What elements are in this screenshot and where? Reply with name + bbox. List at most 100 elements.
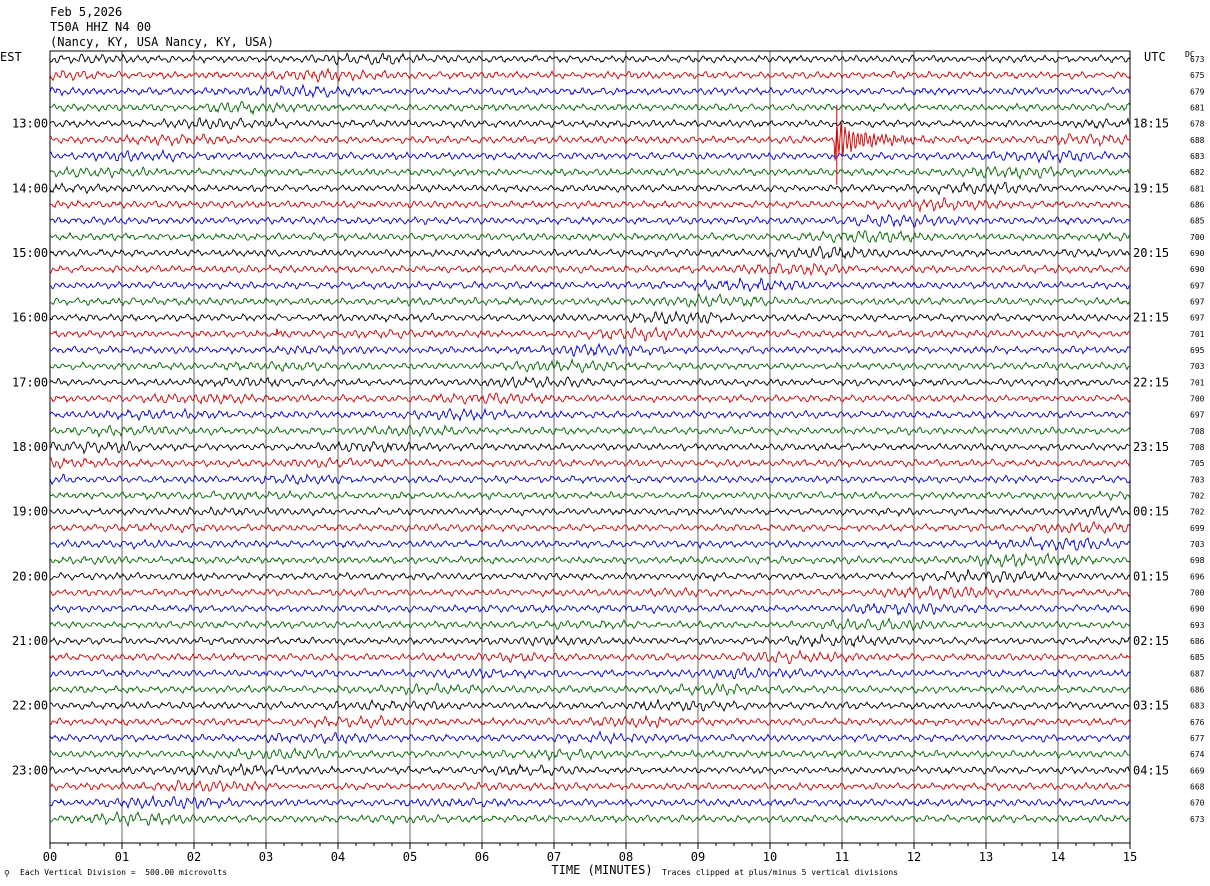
dc-offset-label: 685 (1190, 217, 1205, 226)
left-hour-label: 16:00 (12, 311, 48, 325)
x-tick-label: 10 (763, 850, 777, 864)
dc-offset-label: 686 (1190, 637, 1205, 646)
dc-offset-label: 700 (1190, 395, 1205, 404)
left-hour-label: 18:00 (12, 440, 48, 454)
dc-offset-label: 705 (1190, 459, 1205, 468)
dc-offset-label: 697 (1190, 314, 1205, 323)
seismic-trace (49, 649, 1131, 664)
seismic-trace (49, 424, 1131, 439)
right-hour-label: 00:15 (1133, 505, 1169, 519)
seismic-trace (49, 810, 1131, 828)
seismic-trace (49, 293, 1131, 308)
seismic-trace (49, 229, 1131, 244)
x-tick-label: 13 (979, 850, 993, 864)
left-hour-label: 21:00 (12, 634, 48, 648)
right-hour-label: 04:15 (1133, 763, 1169, 777)
x-tick-label: 00 (43, 850, 57, 864)
seismic-trace (49, 342, 1131, 358)
dc-offset-label: 690 (1190, 605, 1205, 614)
dc-offset-label: 683 (1190, 702, 1205, 711)
seismic-trace (49, 633, 1131, 649)
dc-header-label: DC (1185, 50, 1195, 59)
left-hour-label: 15:00 (12, 246, 48, 260)
x-tick-label: 03 (259, 850, 273, 864)
left-hour-label: 22:00 (12, 699, 48, 713)
seismic-trace (49, 213, 1131, 229)
dc-offset-label: 686 (1190, 201, 1205, 210)
seismic-trace (49, 52, 1131, 66)
right-hour-label: 03:15 (1133, 699, 1169, 713)
seismic-trace (49, 165, 1131, 180)
dc-offset-label: 695 (1190, 346, 1205, 355)
dc-offset-label: 690 (1190, 249, 1205, 258)
seismic-trace (49, 602, 1131, 616)
seismic-trace (49, 392, 1131, 405)
seismic-trace (49, 779, 1131, 793)
dc-offset-label: 700 (1190, 589, 1205, 598)
right-hour-label: 18:15 (1133, 117, 1169, 131)
seismic-trace (49, 682, 1131, 697)
seismic-trace (49, 617, 1131, 632)
seismic-trace (49, 473, 1131, 486)
seismic-trace (49, 569, 1131, 584)
seismic-trace (49, 67, 1131, 84)
x-tick-label: 06 (475, 850, 489, 864)
seismic-trace (49, 489, 1131, 501)
dc-offset-label: 668 (1190, 783, 1205, 792)
x-tick-label: 12 (907, 850, 921, 864)
dc-offset-label: 699 (1190, 524, 1205, 533)
x-tick-label: 15 (1123, 850, 1137, 864)
seismic-trace (49, 117, 1131, 130)
seismic-trace (49, 714, 1131, 729)
dc-offset-label: 702 (1190, 508, 1205, 517)
dc-offset-label: 670 (1190, 799, 1205, 808)
seismic-trace (49, 456, 1131, 470)
seismic-trace (49, 762, 1131, 777)
left-hour-label: 17:00 (12, 375, 48, 389)
x-tick-label: 09 (691, 850, 705, 864)
left-hour-label: 23:00 (12, 763, 48, 777)
right-hour-label: 02:15 (1133, 634, 1169, 648)
dc-offset-label: 675 (1190, 71, 1205, 80)
left-hour-label: 14:00 (12, 181, 48, 195)
seismic-trace (49, 747, 1130, 762)
seismic-trace (49, 181, 1131, 196)
dc-offset-label: 700 (1190, 233, 1205, 242)
x-axis-label: TIME (MINUTES) (551, 863, 652, 877)
x-tick-label: 14 (1051, 850, 1065, 864)
seismic-trace (49, 83, 1131, 99)
dc-offset-label: 708 (1190, 443, 1205, 452)
seismic-trace (49, 375, 1131, 389)
dc-offset-label: 681 (1190, 184, 1205, 193)
dc-offset-label: 678 (1190, 120, 1205, 129)
x-tick-label: 04 (331, 850, 345, 864)
dc-offset-label: 693 (1190, 621, 1205, 630)
dc-offset-label: 698 (1190, 556, 1205, 565)
right-hour-label: 21:15 (1133, 311, 1169, 325)
dc-offset-label: 688 (1190, 136, 1205, 145)
dc-offset-label: 701 (1190, 378, 1205, 387)
scale-icon: ⚲ (4, 869, 10, 878)
seismic-trace (49, 245, 1131, 260)
seismic-trace (49, 505, 1131, 519)
seismic-trace (49, 196, 1131, 213)
x-tick-label: 01 (115, 850, 129, 864)
x-tick-label: 02 (187, 850, 201, 864)
seismic-trace (49, 730, 1131, 745)
seismic-trace (49, 277, 1131, 293)
x-tick-label: 05 (403, 850, 417, 864)
seismic-trace (49, 667, 1131, 680)
left-hour-label: 20:00 (12, 569, 48, 583)
dc-offset-label: 682 (1190, 168, 1205, 177)
dc-offset-label: 703 (1190, 475, 1205, 484)
right-hour-label: 23:15 (1133, 440, 1169, 454)
seismic-trace (49, 326, 1131, 342)
dc-offset-label: 697 (1190, 298, 1205, 307)
dc-offset-label: 677 (1190, 734, 1205, 743)
dc-offset-label: 681 (1190, 104, 1205, 113)
seismic-trace (49, 440, 1131, 455)
seismic-trace (49, 357, 1131, 374)
dc-offset-label: 708 (1190, 427, 1205, 436)
left-hour-label: 13:00 (12, 117, 48, 131)
